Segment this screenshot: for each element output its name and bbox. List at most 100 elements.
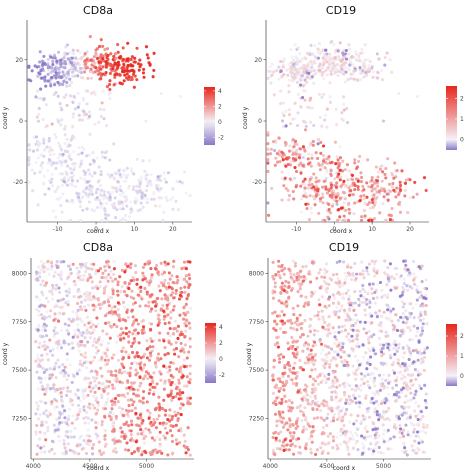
scatter-point [350,387,354,391]
scatter-point [132,172,136,176]
scatter-point [174,387,178,391]
scatter-point [127,386,131,390]
scatter-point [404,411,408,415]
scatter-point [408,315,412,319]
scatter-point [394,343,398,347]
scatter-point [304,195,308,199]
scatter-point [145,400,149,404]
scatter-point [344,291,348,295]
scatter-point [311,400,315,404]
scatter-point [302,425,306,429]
scatter-point [137,424,141,428]
scatter-point [27,180,31,184]
scatter-point [292,273,296,277]
scatter-point [365,430,369,434]
scatter-point [162,364,166,368]
scatter-point [184,451,188,455]
scatter-point [122,365,126,370]
scatter-point [162,387,166,391]
scatter-point [294,376,298,380]
scatter-point [356,358,360,363]
scatter-point [112,54,116,58]
scatter-point [424,293,428,298]
scatter-point [126,264,130,269]
scatter-point [365,367,369,371]
scatter-point [325,170,329,174]
scatter-point [49,55,53,59]
scatter-point [411,349,415,353]
scatter-point [380,69,384,73]
scatter-point [369,185,374,189]
scatter-point [313,340,317,344]
scatter-point [65,80,69,85]
scatter-point [366,357,371,362]
scatter-point [326,377,331,381]
scatter-point [321,63,325,67]
scatter-point [72,279,76,283]
scatter-point [54,287,58,291]
scatter-point [373,262,377,266]
scatter-point [381,170,385,174]
scatter-point [83,171,88,175]
scatter-point [43,328,47,333]
scatter-point [46,259,50,263]
colorbar-gradient [446,324,457,386]
scatter-point [78,204,83,208]
scatter-point [116,301,120,305]
scatter-point [77,349,81,353]
scatter-point [353,289,357,293]
scatter-point [186,426,190,430]
scatter-point [65,393,69,397]
scatter-point [415,284,419,288]
scatter-point [371,372,375,376]
scatter-point [79,362,84,367]
scatter-point [146,56,150,60]
scatter-point [136,447,140,451]
scatter-point [50,122,54,126]
scatter-point [48,314,52,318]
scatter-point [113,447,117,451]
scatter-point [278,314,282,318]
scatter-point [119,290,123,294]
scatter-point [174,341,178,345]
scatter-point [284,164,288,168]
scatter-point [335,378,339,382]
scatter-point [105,196,109,200]
scatter-point [53,132,57,137]
scatter-point [112,427,116,431]
scatter-point [90,267,94,271]
scatter-point [301,182,305,186]
scatter-point [56,80,60,84]
scatter-point [183,290,187,294]
scatter-point [123,318,127,322]
scatter-point [389,356,393,360]
scatter-point [138,362,142,366]
scatter-point [304,415,308,419]
scatter-point [164,421,168,426]
scatter-point [86,360,90,364]
scatter-point [322,92,326,96]
scatter-point [152,417,156,422]
scatter-point [117,406,122,410]
scatter-point [362,355,366,359]
scatter-point [385,416,390,421]
scatter-point [309,120,313,124]
scatter-point [117,318,121,322]
scatter-point [66,149,70,154]
scatter-point [360,420,364,424]
scatter-point [76,301,80,306]
scatter-point [185,356,189,360]
scatter-point [136,331,140,335]
scatter-point [73,184,77,189]
scatter-point [108,380,112,384]
scatter-point [277,360,282,364]
scatter-point [108,91,112,95]
scatter-point [377,57,381,61]
scatter-point [316,47,320,51]
scatter-point [103,156,107,160]
scatter-point [306,398,310,402]
scatter-point [266,157,270,162]
scatter-point [313,197,317,201]
scatter-point [168,393,172,397]
scatter-point [126,334,131,338]
